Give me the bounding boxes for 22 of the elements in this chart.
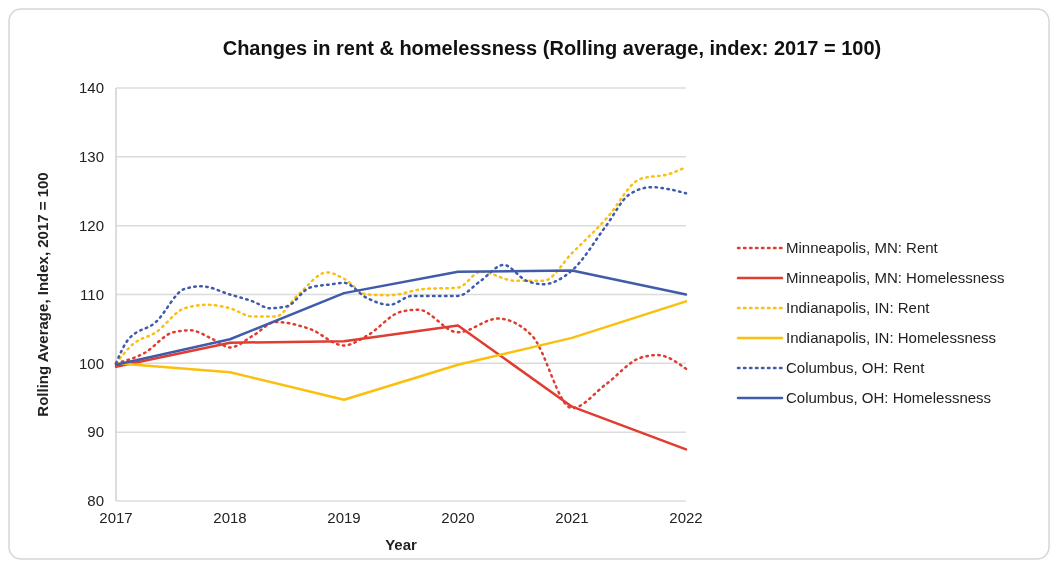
legend-label: Indianapolis, IN: Homelessness — [786, 329, 997, 347]
legend-label: Minneapolis, MN: Rent — [786, 239, 939, 257]
legend-label: Indianapolis, IN: Rent — [786, 299, 931, 317]
x-tick-label: 2022 — [669, 509, 703, 526]
y-tick-label: 100 — [78, 354, 104, 372]
x-tick-label: 2018 — [213, 509, 247, 526]
x-tick-label: 2019 — [327, 509, 361, 526]
x-axis-title: Year — [385, 536, 418, 553]
x-tick-label: 2021 — [555, 509, 589, 526]
y-tick-label: 140 — [78, 79, 104, 97]
y-tick-label: 120 — [78, 216, 104, 234]
y-axis-title: Rolling Average, Index, 2017 = 100 — [34, 172, 51, 417]
legend-label: Minneapolis, MN: Homelessness — [786, 269, 1005, 287]
y-tick-label: 130 — [78, 148, 104, 166]
legend-label: Columbus, OH: Rent — [786, 359, 926, 377]
y-tick-label: 90 — [87, 423, 104, 441]
chart-title: Changes in rent & homelessness (Rolling average, index: 2017 = 100) — [222, 37, 882, 59]
x-tick-label: 2020 — [441, 509, 475, 526]
legend-label: Columbus, OH: Homelessness — [786, 389, 992, 407]
y-tick-label: 110 — [80, 285, 104, 303]
x-tick-label: 2017 — [99, 509, 133, 526]
y-tick-label: 80 — [87, 492, 104, 510]
